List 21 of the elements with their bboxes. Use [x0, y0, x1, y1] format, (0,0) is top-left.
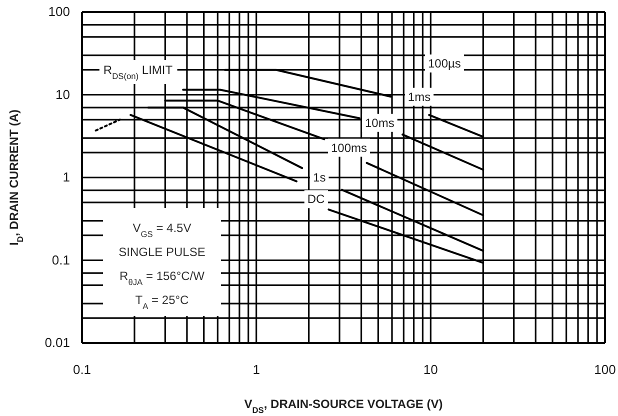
annotation: 100µs — [428, 56, 461, 70]
annotation: R$_{θJA}$ = 156°C/W — [120, 269, 206, 287]
x-tick-label: 0.1 — [72, 362, 92, 378]
y-tick-label: 1 — [62, 170, 70, 185]
annotation: SINGLE PULSE — [118, 245, 206, 259]
y-tick-label: 10 — [56, 86, 70, 102]
x-tick-label: 1 — [252, 362, 260, 378]
annotation: T$_{A}$ = 25°C — [135, 293, 190, 311]
y-tick-label: 0.1 — [52, 252, 70, 268]
annotation: 1ms — [408, 90, 431, 104]
x-tick-label: 100 — [594, 362, 616, 378]
annotation: R$_{DS(on)}$ LIMIT — [103, 63, 174, 81]
annotation: 10ms — [365, 116, 394, 130]
x-tick-label: 10 — [423, 362, 438, 378]
annotation: 1s — [313, 170, 326, 185]
annotation: 100ms — [330, 140, 368, 155]
y-tick-label: 0.01 — [44, 335, 70, 350]
annotation: DC — [307, 192, 326, 206]
annotation: V$_{GS}$ = 4.5V — [132, 221, 192, 239]
x-axis-title: V$_{DS}$, DRAIN-SOURCE VOLTAGE (V) — [244, 397, 443, 415]
y-tick-label: 100 — [48, 4, 70, 20]
